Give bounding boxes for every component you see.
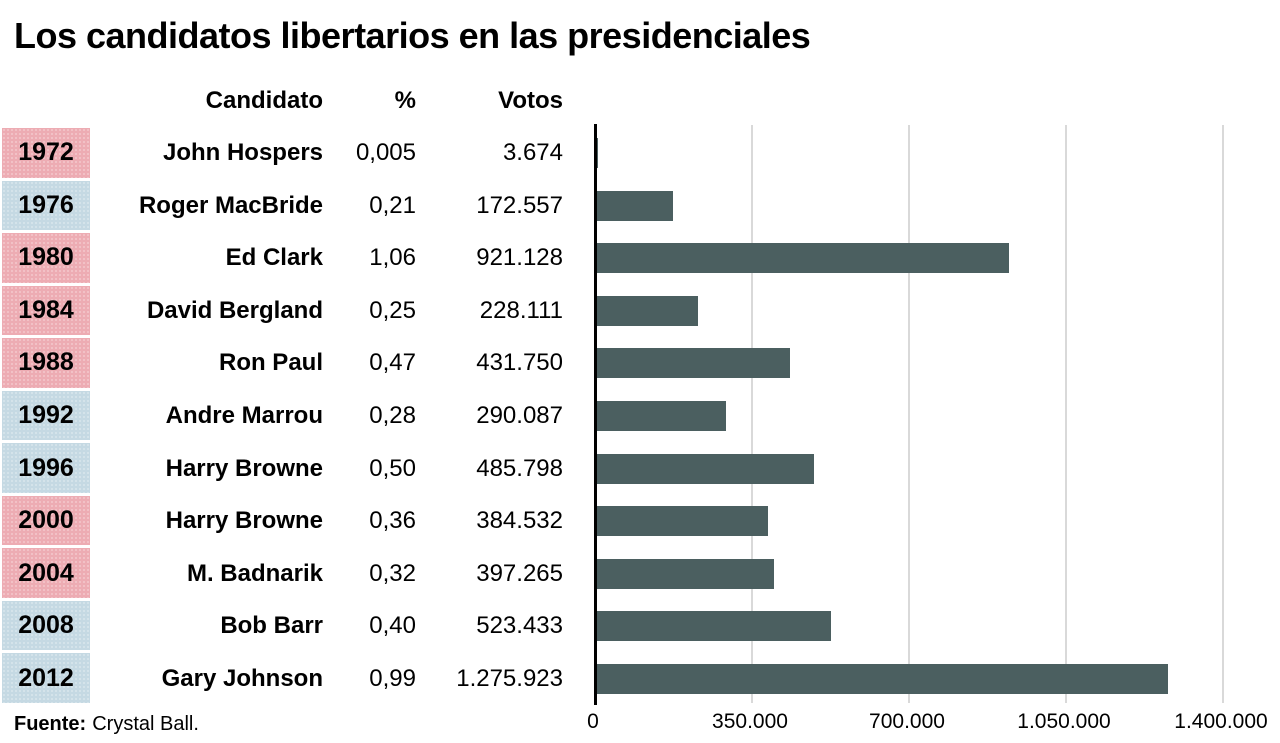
votes-value: 228.111 xyxy=(479,296,563,324)
year-cell: 1980 xyxy=(2,233,90,283)
year-cell: 1988 xyxy=(2,338,90,388)
votes-value: 172.557 xyxy=(476,191,563,219)
year-cell: 2004 xyxy=(2,548,90,598)
year-label: 1972 xyxy=(18,138,74,167)
gridline xyxy=(908,125,910,703)
year-label: 2004 xyxy=(18,558,74,587)
source-line: Fuente: Crystal Ball. xyxy=(14,711,199,737)
column-header-votes: Votos xyxy=(498,87,563,114)
year-label: 1988 xyxy=(18,348,74,377)
zero-axis-line xyxy=(594,124,597,705)
candidate-name: Andre Marrou xyxy=(165,402,323,429)
table-row: 1992 Andre Marrou 0,28 290.087 xyxy=(0,390,1280,443)
table-row: 2004 M. Badnarik 0,32 397.265 xyxy=(0,547,1280,600)
percent-value: 0,50 xyxy=(369,454,416,482)
source-label: Fuente: xyxy=(14,712,87,735)
vote-bar xyxy=(596,295,699,326)
candidate-name: Ed Clark xyxy=(225,244,323,272)
percent-value: 0,21 xyxy=(369,191,416,219)
votes-value: 431.750 xyxy=(476,349,563,377)
vote-bar xyxy=(596,453,814,484)
year-cell: 2012 xyxy=(2,653,90,704)
candidate-name: Bob Barr xyxy=(220,612,323,640)
year-label: 2012 xyxy=(18,663,74,692)
percent-value: 1,06 xyxy=(369,244,416,272)
vote-bar xyxy=(596,506,769,537)
candidate-name: John Hospers xyxy=(162,139,323,167)
year-cell: 1976 xyxy=(2,180,90,231)
percent-value: 0,99 xyxy=(369,664,416,692)
table-row: 1996 Harry Browne 0,50 485.798 xyxy=(0,442,1280,495)
x-tick-label: 0 xyxy=(587,710,599,733)
x-tick-label: 1.050.000 xyxy=(1017,710,1111,733)
vote-bar xyxy=(596,401,727,431)
x-tick-label: 350.000 xyxy=(712,710,788,733)
candidate-name: Harry Browne xyxy=(165,507,323,535)
table-and-bars: 1972 John Hospers 0,005 3.674 1976 Roger… xyxy=(0,127,1280,705)
gridline xyxy=(751,125,753,703)
table-row: 2008 Bob Barr 0,40 523.433 xyxy=(0,600,1280,653)
candidate-name: Harry Browne xyxy=(165,454,323,482)
year-cell: 1984 xyxy=(2,285,90,336)
gridline xyxy=(1222,125,1224,703)
source-text: Crystal Ball. xyxy=(92,712,199,735)
table-row: 1976 Roger MacBride 0,21 172.557 xyxy=(0,180,1280,233)
gridline xyxy=(1065,125,1067,703)
percent-value: 0,32 xyxy=(369,559,416,587)
percent-value: 0,25 xyxy=(369,296,416,324)
percent-value: 0,005 xyxy=(355,139,416,167)
vote-bar xyxy=(596,558,775,589)
year-cell: 1972 xyxy=(2,128,90,178)
votes-value: 1.275.923 xyxy=(456,664,563,692)
candidate-name: Ron Paul xyxy=(218,349,323,377)
column-header-percent: % xyxy=(394,87,416,114)
x-tick-label: 700.000 xyxy=(869,710,945,733)
candidate-name: Gary Johnson xyxy=(161,664,323,692)
table-row: 1980 Ed Clark 1,06 921.128 xyxy=(0,232,1280,285)
table-row: 1972 John Hospers 0,005 3.674 xyxy=(0,127,1280,180)
year-label: 1976 xyxy=(18,190,74,219)
table-row: 2000 Harry Browne 0,36 384.532 xyxy=(0,495,1280,548)
column-header-candidate: Candidato xyxy=(205,87,323,114)
percent-value: 0,28 xyxy=(369,402,416,429)
vote-bar xyxy=(596,243,1010,274)
votes-value: 290.087 xyxy=(476,402,563,429)
candidate-name: M. Badnarik xyxy=(186,559,323,587)
votes-value: 921.128 xyxy=(476,244,563,272)
percent-value: 0,47 xyxy=(369,349,416,377)
vote-bar xyxy=(596,190,674,221)
vote-bar xyxy=(596,348,790,379)
year-cell: 1996 xyxy=(2,443,90,493)
vote-bar xyxy=(596,663,1169,694)
percent-value: 0,36 xyxy=(369,507,416,535)
year-label: 1984 xyxy=(18,295,74,324)
votes-value: 3.674 xyxy=(502,139,563,167)
year-label: 2008 xyxy=(18,611,74,640)
table-row: 1984 David Bergland 0,25 228.111 xyxy=(0,285,1280,338)
x-tick-label: 1.400.000 xyxy=(1174,710,1268,733)
table-row: 2012 Gary Johnson 0,99 1.275.923 xyxy=(0,652,1280,705)
year-label: 1980 xyxy=(18,243,74,272)
candidate-name: Roger MacBride xyxy=(138,191,323,219)
chart-title: Los candidatos libertarios en las presid… xyxy=(14,15,811,56)
year-label: 1992 xyxy=(18,401,74,429)
year-label: 1996 xyxy=(18,453,74,482)
votes-value: 397.265 xyxy=(476,559,563,587)
candidate-name: David Bergland xyxy=(146,296,323,324)
votes-value: 384.532 xyxy=(476,507,563,535)
percent-value: 0,40 xyxy=(369,612,416,640)
vote-bar xyxy=(596,611,831,642)
year-label: 2000 xyxy=(18,506,74,535)
votes-value: 485.798 xyxy=(476,454,563,482)
year-cell: 1992 xyxy=(2,390,90,441)
year-cell: 2000 xyxy=(2,495,90,546)
votes-value: 523.433 xyxy=(476,612,563,640)
table-row: 1988 Ron Paul 0,47 431.750 xyxy=(0,337,1280,390)
year-cell: 2008 xyxy=(2,600,90,651)
